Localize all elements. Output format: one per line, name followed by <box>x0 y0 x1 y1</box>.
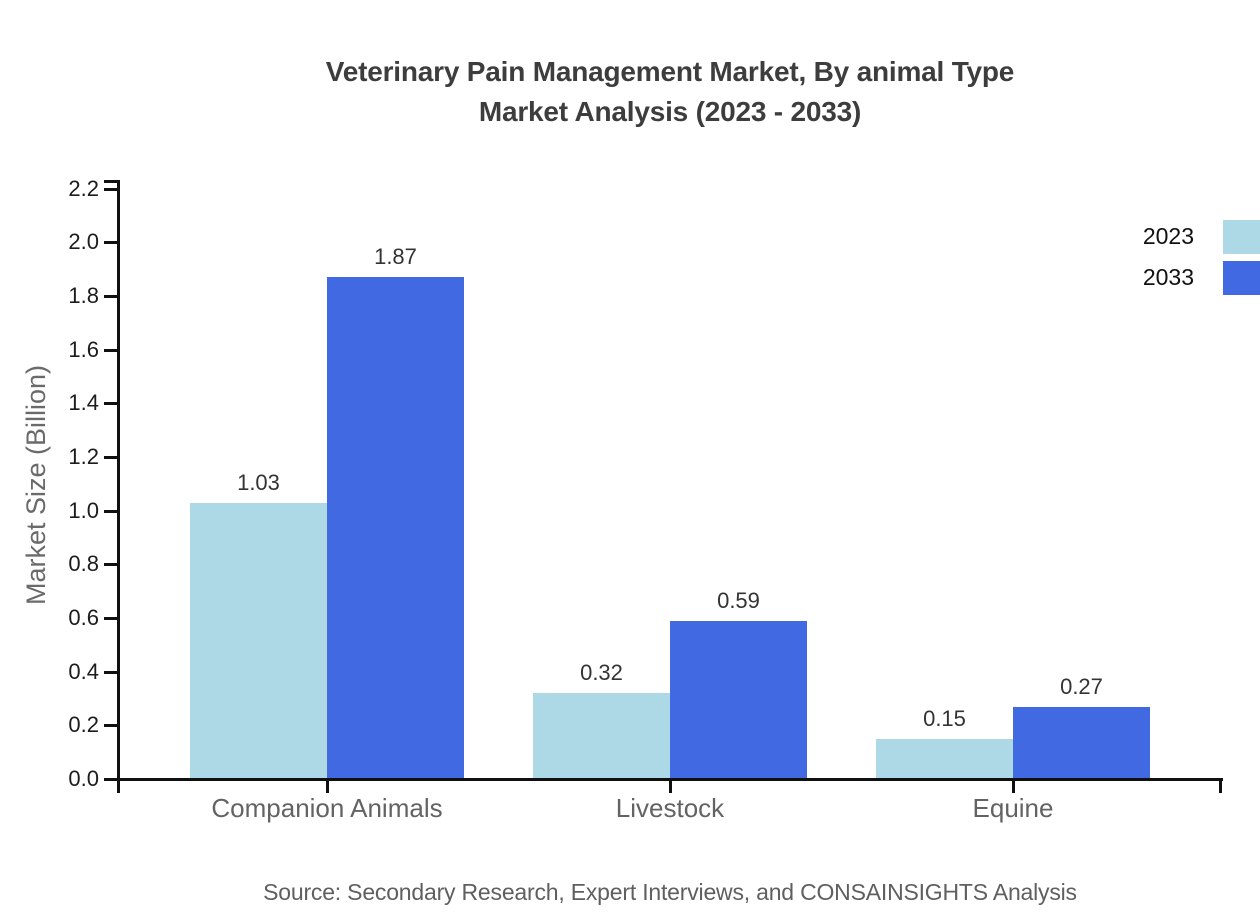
y-tick-label: 1.6 <box>68 336 99 362</box>
bar-2023-1 <box>533 693 670 779</box>
y-tick-label: 1.4 <box>68 390 99 416</box>
chart-title-line1: Veterinary Pain Management Market, By an… <box>325 56 1015 87</box>
x-category-label: Livestock <box>615 793 725 823</box>
legend-swatch <box>1223 260 1260 295</box>
legend-label: 2033 <box>1142 264 1194 290</box>
y-tick <box>104 187 118 191</box>
y-tick-label: 0.6 <box>68 604 99 630</box>
y-axis-endcap-tick <box>104 180 118 183</box>
bar-2023-0 <box>190 502 327 779</box>
source-note: Source: Secondary Research, Expert Inter… <box>263 879 1077 905</box>
x-axis-endcap-tick <box>1219 779 1222 793</box>
legend-item-2023: 2023 <box>1060 219 1260 254</box>
y-tick <box>104 724 118 728</box>
y-tick <box>104 509 118 513</box>
y-tick-label: 0.8 <box>68 551 99 577</box>
y-tick-label: 1.2 <box>68 443 99 469</box>
x-axis-line <box>104 778 1223 781</box>
bar-value-label: 0.27 <box>1060 673 1103 699</box>
bar-value-label: 1.87 <box>374 244 417 270</box>
x-tick <box>326 779 329 793</box>
y-tick <box>104 455 118 459</box>
y-tick <box>104 670 118 674</box>
legend-item-2033: 2033 <box>1060 260 1260 295</box>
y-tick <box>104 241 118 245</box>
y-tick-label: 2.0 <box>68 229 99 255</box>
x-category-label: Companion Animals <box>211 793 443 823</box>
y-tick-label: 0.4 <box>68 658 99 684</box>
bar-2033-2 <box>1013 706 1150 779</box>
bar-value-label: 1.03 <box>237 469 280 495</box>
y-tick-label: 1.8 <box>68 282 99 308</box>
y-tick <box>104 294 118 298</box>
legend-swatch <box>1223 219 1260 254</box>
x-tick <box>669 779 672 793</box>
y-tick <box>104 778 118 781</box>
bar-2033-0 <box>327 277 464 779</box>
y-tick <box>104 402 118 406</box>
x-category-label: Equine <box>972 793 1054 823</box>
bar-value-label: 0.59 <box>717 587 760 613</box>
y-tick <box>104 616 118 620</box>
bar-2023-2 <box>876 738 1013 779</box>
bar-value-label: 0.32 <box>580 660 623 686</box>
x-tick <box>1012 779 1015 793</box>
y-tick-label: 0.2 <box>68 712 99 738</box>
bar-value-label: 0.15 <box>923 705 966 731</box>
y-axis-line <box>117 180 120 793</box>
legend-label: 2023 <box>1142 223 1194 249</box>
bar-2033-1 <box>670 620 807 779</box>
chart-title-line2: Market Analysis (2023 - 2033) <box>478 96 862 127</box>
y-tick-label: 0.0 <box>68 766 99 791</box>
y-tick-label: 2.2 <box>68 175 99 201</box>
y-tick <box>104 563 118 567</box>
y-tick <box>104 348 118 352</box>
chart-title: Veterinary Pain Management Market, By an… <box>118 52 1222 132</box>
y-tick-label: 1.0 <box>68 497 99 523</box>
